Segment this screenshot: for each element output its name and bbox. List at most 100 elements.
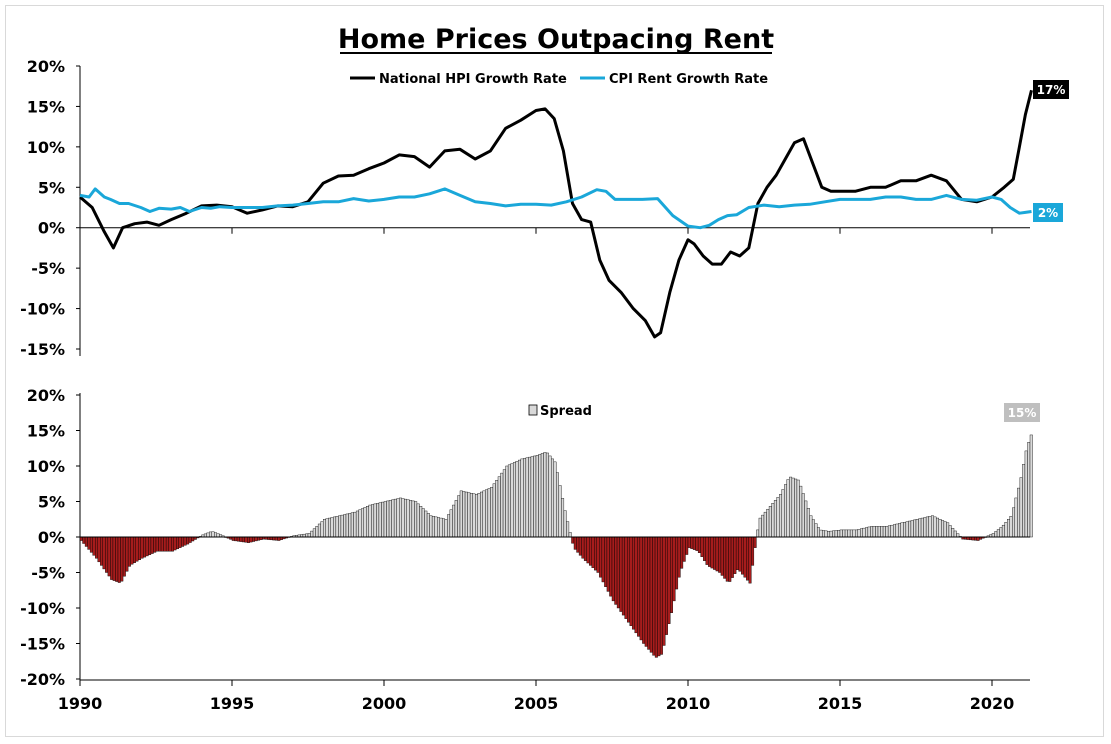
spread-bar bbox=[842, 529, 846, 538]
spread-bar bbox=[520, 458, 524, 538]
spread-bar bbox=[880, 526, 884, 538]
spread-bar bbox=[703, 536, 706, 561]
spread-bar bbox=[578, 536, 582, 556]
spread-bar bbox=[768, 506, 772, 538]
spread-bar bbox=[685, 536, 689, 555]
spread-bar bbox=[606, 536, 610, 592]
spread-bar bbox=[510, 463, 514, 538]
spread-bar bbox=[682, 536, 686, 562]
spread-bar bbox=[723, 536, 727, 579]
bottom-x-tick-label: 1995 bbox=[210, 694, 255, 713]
spread-end-label-box bbox=[1004, 403, 1040, 422]
bottom-y-tick-label: 10% bbox=[27, 457, 65, 476]
spread-bar bbox=[720, 536, 724, 576]
spread-bar bbox=[414, 501, 418, 538]
top-y-ticks: 20% 15% 10% 5% 0% -5% -10% -15% bbox=[20, 57, 80, 359]
spread-bar bbox=[735, 536, 739, 570]
spread-bar bbox=[170, 536, 174, 552]
spread-bar bbox=[165, 536, 169, 552]
spread-bar bbox=[376, 503, 380, 538]
spread-bar bbox=[644, 536, 648, 647]
spread-bar bbox=[822, 530, 826, 538]
spread-bar bbox=[875, 526, 879, 538]
spread-bar bbox=[348, 513, 352, 538]
spread-bar bbox=[236, 536, 240, 542]
spread-bar bbox=[350, 512, 354, 538]
spread-bar bbox=[239, 536, 243, 542]
spread-bar bbox=[558, 485, 562, 538]
spread-bar bbox=[1009, 516, 1013, 538]
spread-bar bbox=[776, 497, 780, 538]
spread-bar bbox=[492, 483, 496, 538]
spread-bar bbox=[948, 525, 952, 538]
spread-bar bbox=[244, 536, 248, 543]
spread-bar bbox=[160, 536, 164, 552]
bottom-y-tick-label: 15% bbox=[27, 422, 65, 441]
spread-bar bbox=[426, 513, 430, 538]
spread-bar bbox=[378, 502, 382, 538]
spread-bar bbox=[122, 536, 126, 577]
spread-bar bbox=[654, 536, 658, 658]
spread-bar bbox=[938, 519, 942, 538]
spread-bar bbox=[1017, 487, 1021, 538]
top-y-tick-label: 0% bbox=[38, 219, 65, 238]
spread-bar bbox=[614, 536, 618, 605]
spread-bar bbox=[467, 492, 471, 538]
spread-bar bbox=[991, 533, 995, 538]
spread-bar bbox=[363, 507, 367, 538]
spread-bar bbox=[97, 536, 101, 563]
spread-bar bbox=[401, 498, 405, 538]
spread-bar bbox=[381, 501, 385, 538]
spread-bar bbox=[406, 499, 410, 538]
spread-bar bbox=[158, 536, 162, 552]
spread-bar bbox=[393, 498, 397, 538]
bottom-x-tick-label: 2015 bbox=[818, 694, 863, 713]
spread-end-label: 15% bbox=[1008, 406, 1037, 420]
spread-bar bbox=[551, 458, 554, 538]
spread-bar bbox=[454, 500, 458, 538]
spread-bar bbox=[1007, 519, 1010, 538]
spread-bar bbox=[469, 493, 473, 538]
spread-bar bbox=[206, 532, 210, 538]
spread-bar bbox=[409, 500, 413, 538]
spread-bar bbox=[857, 529, 861, 538]
spread-bar bbox=[249, 536, 253, 543]
top-x-ticks bbox=[79, 227, 993, 234]
spread-bar bbox=[806, 508, 810, 538]
spread-bar bbox=[763, 511, 767, 538]
spread-bar bbox=[495, 480, 499, 538]
spread-bar bbox=[596, 536, 600, 573]
spread-bar bbox=[416, 503, 420, 538]
spread-bar bbox=[586, 536, 590, 564]
spread-bar bbox=[138, 536, 142, 560]
spread-bar bbox=[642, 536, 646, 644]
spread-bar bbox=[870, 526, 874, 538]
bottom-x-tick-label: 2020 bbox=[970, 694, 1015, 713]
spread-bar bbox=[918, 518, 922, 538]
spread-bar bbox=[525, 457, 529, 538]
spread-bar bbox=[799, 485, 803, 538]
spread-bar bbox=[429, 515, 433, 538]
bottom-y-tick-label: -10% bbox=[20, 599, 65, 618]
top-y-tick-label: -15% bbox=[20, 340, 65, 359]
spread-bar bbox=[515, 461, 519, 538]
spread-bar bbox=[893, 524, 896, 538]
spread-bar bbox=[819, 529, 823, 538]
cpi-end-label-box bbox=[1033, 203, 1063, 222]
spread-bar bbox=[675, 536, 679, 590]
spread-bar bbox=[746, 536, 750, 581]
spread-bar bbox=[1022, 464, 1026, 538]
spread-bar bbox=[127, 536, 131, 567]
spread-bar bbox=[670, 536, 674, 613]
spread-bar bbox=[176, 536, 180, 550]
spread-bar bbox=[951, 528, 955, 538]
bottom-y-tick-label: 20% bbox=[27, 386, 65, 405]
spread-bar bbox=[847, 529, 851, 538]
spread-bar bbox=[277, 536, 281, 541]
spread-bar bbox=[485, 489, 489, 538]
spread-bar bbox=[79, 536, 83, 541]
spread-bar bbox=[523, 458, 527, 538]
spread-bar bbox=[1024, 450, 1028, 538]
spread-bar bbox=[130, 536, 134, 565]
spread-bar bbox=[839, 529, 843, 538]
